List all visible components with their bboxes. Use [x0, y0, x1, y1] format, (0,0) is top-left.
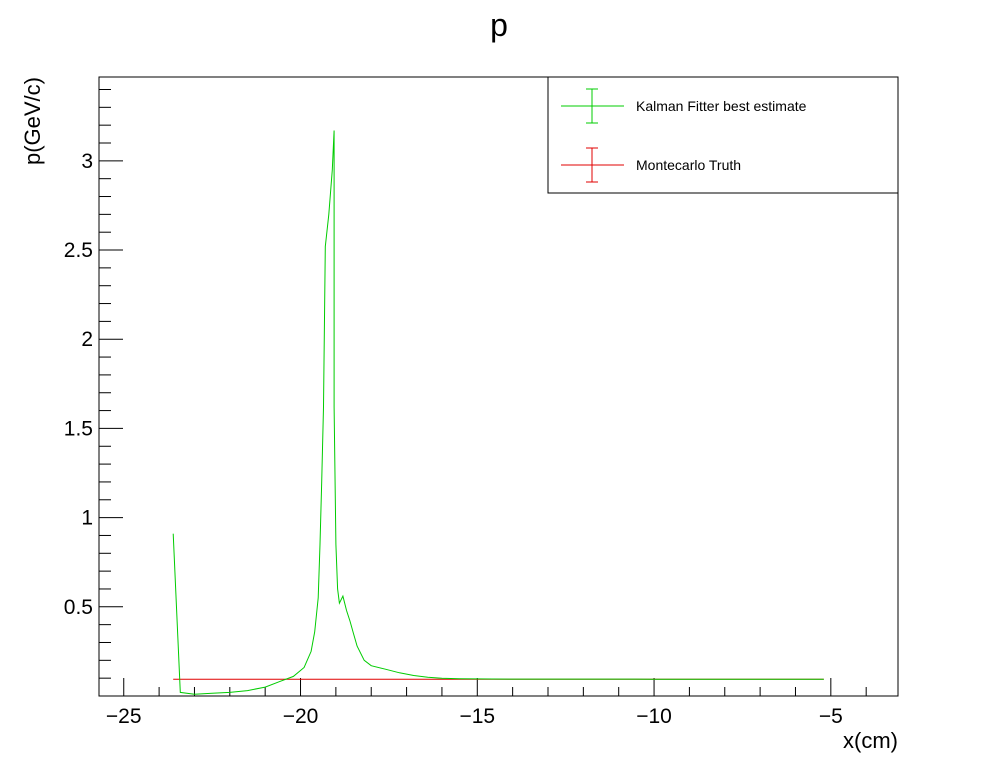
- y-tick-label: 1: [81, 507, 93, 530]
- series-line-0: [172, 130, 824, 695]
- x-axis-ticks: −25 −20 −15 −10 −5: [106, 678, 867, 728]
- y-tick-label: 2: [81, 328, 93, 351]
- legend: Kalman Fitter best estimate Montecarlo Tr…: [547, 76, 899, 194]
- x-tick-label: −20: [283, 705, 319, 728]
- y-axis-ticks: 0.5 1 1.5 2 2.5 3: [64, 88, 123, 679]
- plot-frame: [98, 76, 899, 697]
- x-tick-label: −5: [819, 705, 843, 728]
- legend-box: [547, 76, 899, 194]
- legend-entries: Kalman Fitter best estimate Montecarlo Tr…: [561, 88, 807, 183]
- chart-title: p: [490, 7, 508, 43]
- series-layer: [172, 130, 824, 695]
- y-axis-label: p(GeV/c): [20, 77, 45, 165]
- x-tick-label: −25: [106, 705, 142, 728]
- x-tick-label: −15: [459, 705, 495, 728]
- legend-label: Montecarlo Truth: [636, 157, 741, 173]
- y-tick-label: 0.5: [64, 596, 93, 619]
- y-tick-label: 2.5: [64, 239, 93, 262]
- legend-label: Kalman Fitter best estimate: [636, 98, 807, 114]
- x-tick-label: −10: [636, 705, 672, 728]
- y-tick-label: 3: [81, 150, 93, 173]
- x-axis-label: x(cm): [843, 728, 898, 753]
- y-tick-label: 1.5: [64, 417, 93, 440]
